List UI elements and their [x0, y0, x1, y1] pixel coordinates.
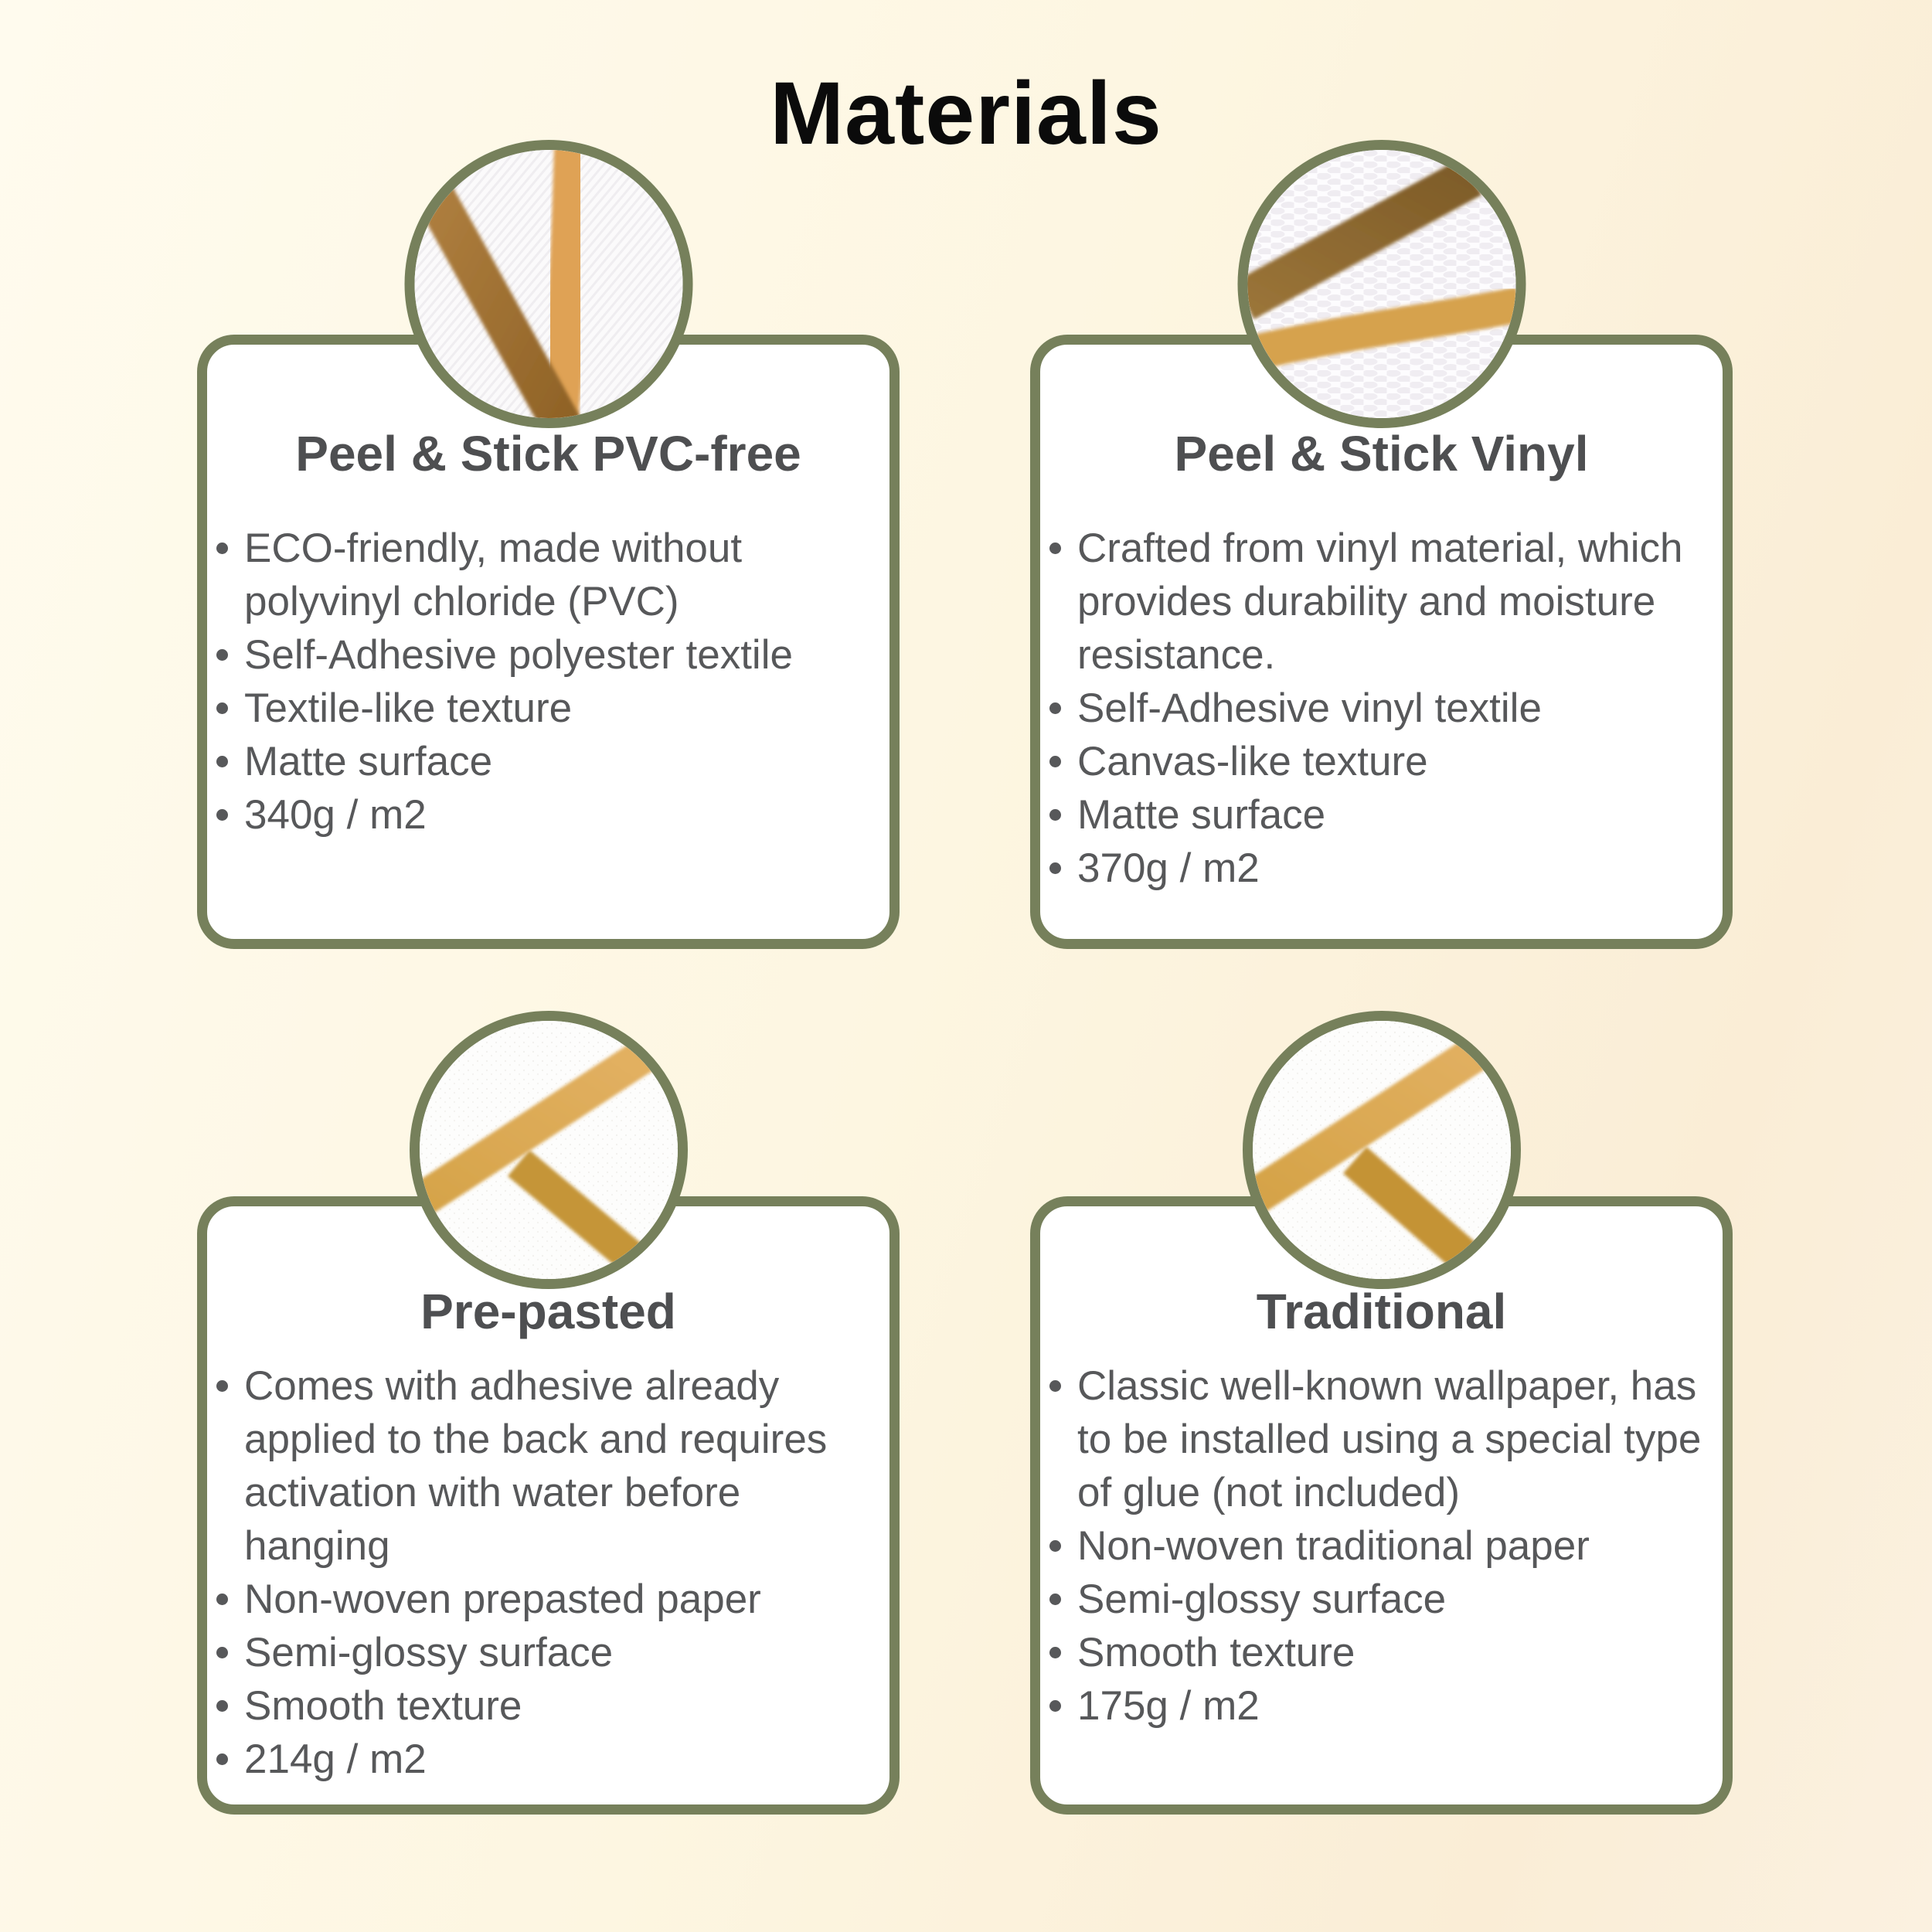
bullet-item: Crafted from vinyl material, which provi…: [1043, 522, 1719, 682]
bullet-item: Non-woven traditional paper: [1043, 1519, 1719, 1573]
bullet-item: 175g / m2: [1043, 1679, 1719, 1733]
bullet-item: Non-woven prepasted paper: [210, 1573, 886, 1626]
bullet-item: Matte surface: [1043, 788, 1719, 842]
card-title: Peel & Stick PVC-free: [295, 426, 801, 481]
bullet-item: Canvas-like texture: [1043, 735, 1719, 788]
prepasted-paper-photo: [409, 1011, 688, 1289]
bullet-item: Semi-glossy surface: [210, 1626, 886, 1679]
card-bullet-list: Comes with adhesive already applied to t…: [207, 1359, 889, 1786]
material-card-peel-stick-vinyl: Peel & Stick Vinyl Crafted from vinyl ma…: [1030, 140, 1733, 949]
material-card-traditional: Traditional Classic well-known wallpaper…: [1030, 1011, 1733, 1815]
card-title: Traditional: [1256, 1284, 1507, 1339]
bullet-item: Textile-like texture: [210, 682, 886, 735]
card-bullet-list: ECO-friendly, made without polyvinyl chl…: [207, 522, 889, 842]
bullet-item: Smooth texture: [210, 1679, 886, 1733]
bullet-item: Matte surface: [210, 735, 886, 788]
traditional-paper-photo: [1242, 1011, 1521, 1289]
bullet-item: 214g / m2: [210, 1733, 886, 1786]
bullet-item: ECO-friendly, made without polyvinyl chl…: [210, 522, 886, 628]
bullet-item: Smooth texture: [1043, 1626, 1719, 1679]
bullet-item: 340g / m2: [210, 788, 886, 842]
material-card-pre-pasted: Pre-pasted Comes with adhesive already a…: [197, 1011, 900, 1815]
page-title: Materials: [770, 64, 1162, 163]
card-title: Peel & Stick Vinyl: [1174, 426, 1589, 481]
bullet-item: Classic well-known wallpaper, has to be …: [1043, 1359, 1719, 1519]
pvc-free-textile-photo: [404, 140, 692, 428]
bullet-item: Semi-glossy surface: [1043, 1573, 1719, 1626]
bullet-item: Self-Adhesive vinyl textile: [1043, 682, 1719, 735]
card-bullet-list: Classic well-known wallpaper, has to be …: [1040, 1359, 1723, 1733]
vinyl-canvas-photo: [1237, 140, 1526, 428]
bullet-item: Comes with adhesive already applied to t…: [210, 1359, 886, 1573]
material-card-peel-stick-pvc-free: Peel & Stick PVC-free ECO-friendly, made…: [197, 140, 900, 949]
card-bullet-list: Crafted from vinyl material, which provi…: [1040, 522, 1723, 895]
card-title: Pre-pasted: [420, 1284, 676, 1339]
bullet-item: 370g / m2: [1043, 842, 1719, 895]
bullet-item: Self-Adhesive polyester textile: [210, 628, 886, 682]
